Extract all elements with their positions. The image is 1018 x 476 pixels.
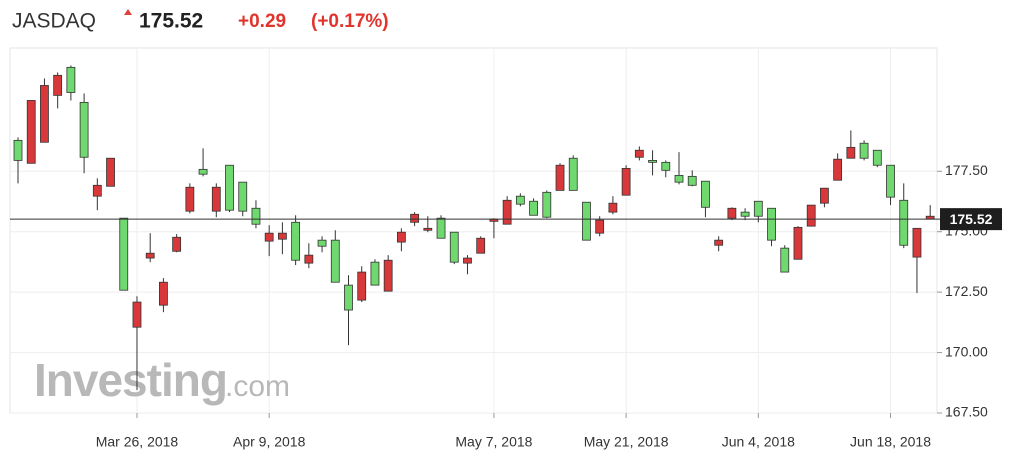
candle-body	[304, 254, 314, 264]
candle-body	[40, 85, 49, 143]
candle-body	[410, 213, 420, 223]
candle-body	[555, 164, 565, 191]
candle-body	[568, 157, 578, 191]
candle-body	[436, 217, 446, 239]
candle-body	[53, 74, 63, 96]
candle-body	[383, 259, 393, 292]
candle-body	[423, 227, 433, 231]
candle-body	[291, 221, 301, 261]
candle-body	[119, 217, 129, 291]
change: +0.29	[238, 11, 286, 32]
x-tick-label: Jun 4, 2018	[722, 434, 795, 450]
candle-body	[674, 174, 684, 183]
candle-body	[79, 101, 89, 158]
candle-body	[806, 204, 816, 227]
candle-body	[767, 207, 776, 241]
candle-body	[595, 219, 605, 234]
y-tick-label: 167.50	[945, 404, 988, 420]
candle-body	[502, 199, 512, 225]
last-price-label: 175.52	[950, 211, 993, 227]
candle-body	[238, 181, 248, 212]
candle-body	[740, 211, 750, 217]
candle-body	[463, 257, 472, 264]
last-price-box	[940, 208, 1002, 231]
candle-body	[145, 252, 155, 259]
candle-body	[846, 146, 856, 159]
candle-body	[26, 100, 36, 164]
candle-body	[132, 301, 142, 328]
candle-body	[211, 186, 221, 212]
candle-body	[687, 175, 697, 186]
y-tick-label: 177.50	[945, 162, 988, 178]
candle-body	[449, 231, 459, 263]
candle-body	[820, 187, 829, 204]
candle-body	[912, 227, 922, 258]
y-tick-label: 172.50	[945, 283, 988, 299]
candle-body	[793, 226, 803, 260]
candle-body	[330, 239, 340, 283]
change-percent: (+0.17%)	[311, 11, 389, 32]
watermark-suffix: .com	[225, 370, 290, 403]
candle-body	[66, 66, 76, 93]
candle-body	[582, 201, 591, 241]
candle-body	[714, 239, 724, 246]
candle-body	[859, 142, 869, 159]
x-tick-label: May 7, 2018	[455, 434, 532, 450]
candle-body	[780, 247, 790, 273]
candle-body	[621, 167, 631, 196]
candle-body	[370, 261, 380, 286]
x-tick-label: May 21, 2018	[584, 434, 669, 450]
candle-body	[886, 164, 895, 198]
candle-body	[542, 191, 552, 218]
candle-body	[608, 202, 618, 213]
candle-body	[872, 149, 882, 166]
x-tick-label: Jun 18, 2018	[850, 434, 931, 450]
candle-body	[634, 149, 644, 158]
candle-body	[185, 186, 195, 212]
candle-body	[753, 200, 763, 217]
candle-body	[661, 161, 671, 171]
watermark-brand: Investing	[34, 354, 227, 406]
candle-body	[727, 207, 737, 219]
candle-body	[396, 231, 406, 243]
x-tick-label: Apr 9, 2018	[233, 434, 306, 450]
up-arrow	[124, 9, 132, 15]
price: 175.52	[139, 10, 203, 33]
candle-body	[317, 239, 327, 247]
candle-body	[344, 284, 353, 311]
y-tick-label: 170.00	[945, 343, 988, 359]
candle-body	[251, 207, 261, 225]
candle-body	[172, 236, 182, 252]
candle-body	[515, 195, 525, 205]
candle-body	[357, 271, 367, 301]
candle-body	[529, 200, 538, 216]
symbol: JASDAQ	[12, 10, 96, 33]
candle-body	[899, 199, 909, 246]
candle-body	[92, 184, 102, 197]
candle-body	[106, 157, 115, 187]
candle-body	[701, 180, 710, 208]
candle-body	[225, 164, 234, 211]
candle-body	[198, 168, 208, 175]
candle-body	[159, 281, 168, 306]
x-tick-label: Mar 26, 2018	[96, 434, 179, 450]
candle-body	[648, 160, 657, 163]
candle-body	[264, 232, 274, 242]
candle-body	[476, 237, 486, 254]
candle-body	[277, 232, 287, 240]
candle-body	[13, 139, 23, 161]
candle-body	[833, 158, 843, 181]
